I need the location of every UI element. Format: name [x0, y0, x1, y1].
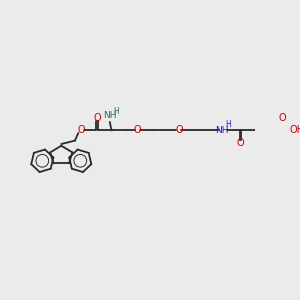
Text: O: O [237, 138, 244, 148]
Text: O: O [93, 113, 101, 123]
Text: O: O [77, 125, 85, 135]
Text: O: O [279, 113, 286, 123]
Text: OH: OH [290, 125, 300, 135]
Text: H: H [225, 120, 231, 129]
Text: O: O [175, 125, 183, 135]
Text: NH: NH [215, 126, 229, 135]
Text: NH: NH [103, 111, 117, 120]
Text: H: H [113, 107, 118, 116]
Text: O: O [134, 125, 141, 135]
